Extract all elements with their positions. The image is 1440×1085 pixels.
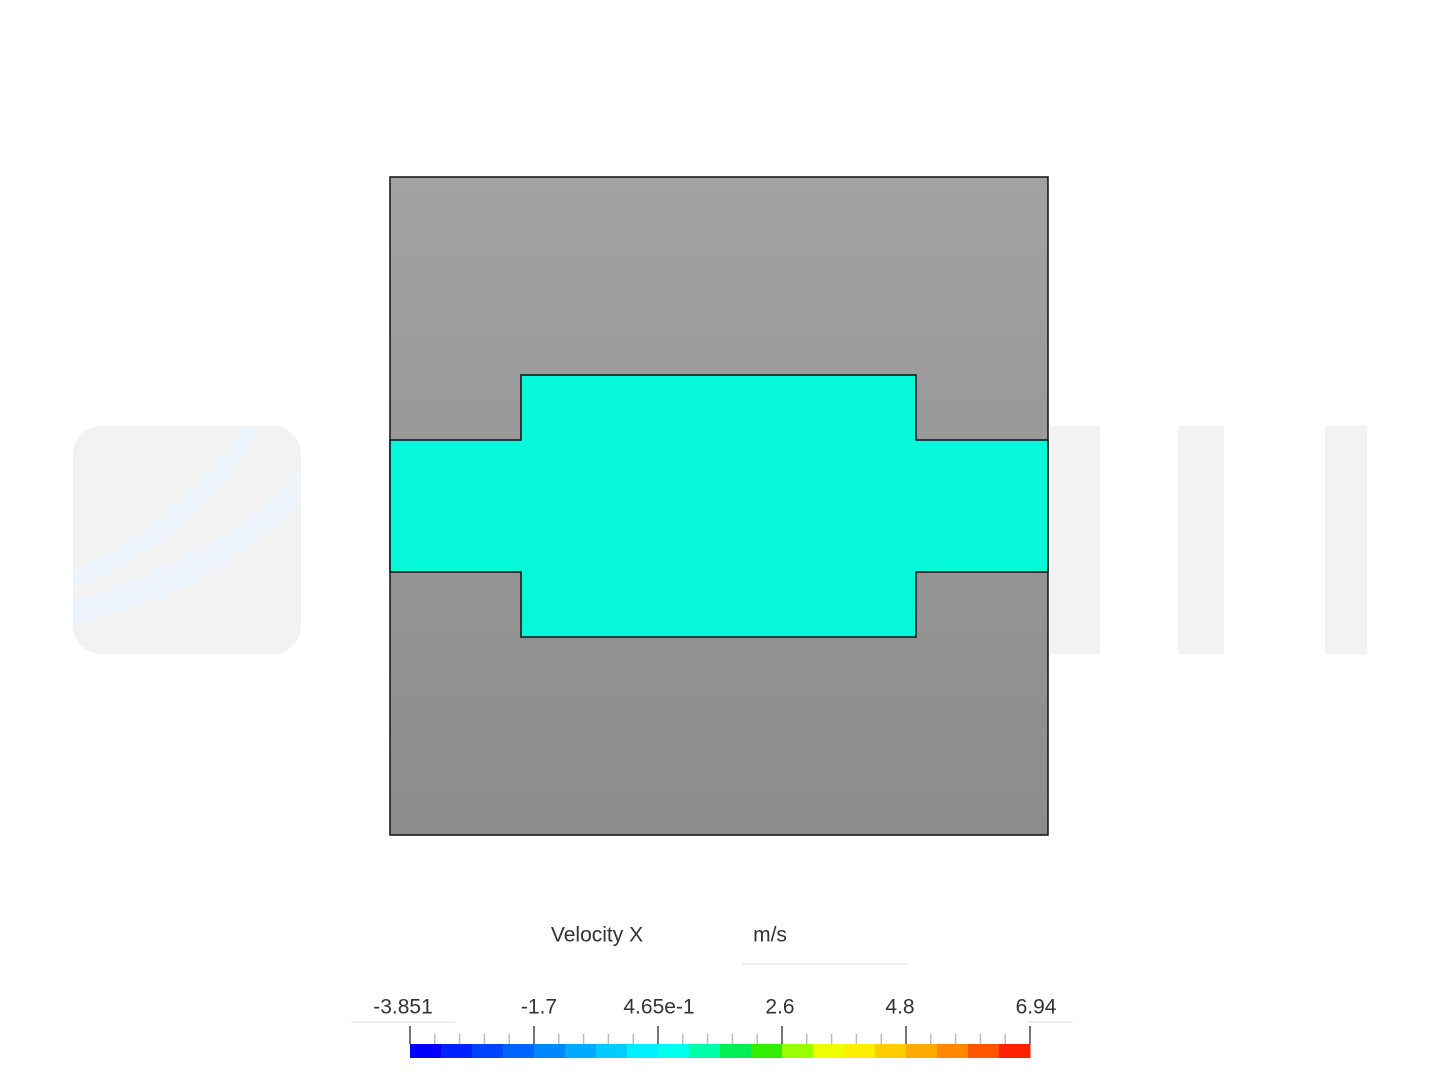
color-segment: [999, 1044, 1031, 1058]
legend-title: Velocity X: [551, 924, 643, 947]
color-segment: [472, 1044, 504, 1058]
color-segment: [627, 1044, 659, 1058]
tick-label: 6.94: [1016, 996, 1057, 1019]
color-segment: [937, 1044, 969, 1058]
color-segment: [596, 1044, 628, 1058]
color-segment: [751, 1044, 783, 1058]
tick-label: 4.65e-1: [623, 996, 694, 1019]
color-segment: [503, 1044, 535, 1058]
color-segment: [689, 1044, 721, 1058]
color-segment: [565, 1044, 597, 1058]
color-segment: [906, 1044, 938, 1058]
color-segment: [658, 1044, 690, 1058]
color-segment: [813, 1044, 845, 1058]
tick-label: 4.8: [885, 996, 914, 1019]
tick-label: 2.6: [765, 996, 794, 1019]
color-segment: [782, 1044, 814, 1058]
color-segment: [441, 1044, 473, 1058]
color-segment: [410, 1044, 442, 1058]
tick-label: -1.7: [521, 996, 557, 1019]
tick-label: -3.851: [373, 996, 433, 1019]
color-segment: [720, 1044, 752, 1058]
color-legend: Velocity X m/s -3.851 -1.7 4.65e-1 2.6 4.8 6.…: [351, 924, 1073, 1058]
color-segment: [844, 1044, 876, 1058]
legend-unit: m/s: [753, 924, 787, 947]
color-segment: [968, 1044, 1000, 1058]
color-segment: [875, 1044, 907, 1058]
fluid-region: [389, 374, 1049, 638]
watermark: [73, 426, 1367, 654]
color-segment: [534, 1044, 566, 1058]
